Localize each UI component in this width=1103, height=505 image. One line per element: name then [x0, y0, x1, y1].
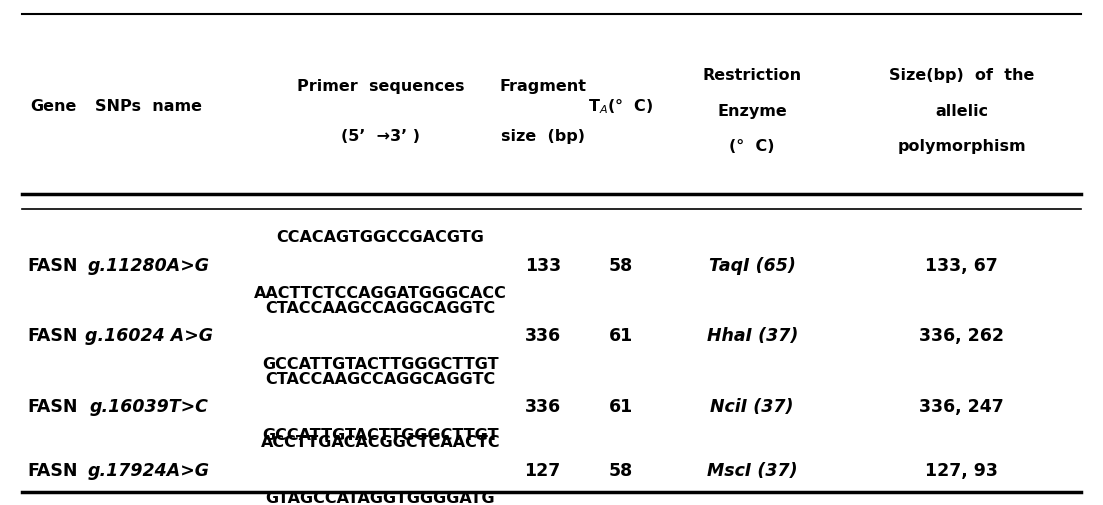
Text: g.16024 A>G: g.16024 A>G — [85, 327, 213, 345]
Text: SNPs  name: SNPs name — [95, 98, 203, 114]
Text: Size(bp)  of  the: Size(bp) of the — [889, 68, 1035, 83]
Text: Restriction: Restriction — [703, 68, 802, 83]
Text: 133: 133 — [525, 256, 560, 274]
Text: polymorphism: polymorphism — [898, 139, 1026, 154]
Text: FASN: FASN — [28, 327, 78, 345]
Text: (°  C): (° C) — [729, 139, 775, 154]
Text: GCCATTGTACTTGGGCTTGT: GCCATTGTACTTGGGCTTGT — [263, 356, 499, 371]
Text: HhaI (37): HhaI (37) — [707, 327, 797, 345]
Text: 58: 58 — [609, 461, 633, 479]
Text: FASN: FASN — [28, 256, 78, 274]
Text: Primer  sequences: Primer sequences — [297, 78, 464, 93]
Text: NciI (37): NciI (37) — [710, 397, 794, 416]
Text: 127: 127 — [525, 461, 560, 479]
Text: CCACAGTGGCCGACGTG: CCACAGTGGCCGACGTG — [277, 230, 484, 245]
Text: 336, 247: 336, 247 — [920, 397, 1004, 416]
Text: 336: 336 — [525, 327, 560, 345]
Text: allelic: allelic — [935, 104, 988, 119]
Text: 61: 61 — [609, 327, 633, 345]
Text: TaqI (65): TaqI (65) — [709, 256, 795, 274]
Text: Enzyme: Enzyme — [717, 104, 788, 119]
Text: 127, 93: 127, 93 — [925, 461, 998, 479]
Text: GTAGCCATAGGTGGGGATG: GTAGCCATAGGTGGGGATG — [266, 490, 495, 505]
Text: size  (bp): size (bp) — [501, 129, 585, 144]
Text: 58: 58 — [609, 256, 633, 274]
Text: (5’  →3’ ): (5’ →3’ ) — [341, 129, 420, 144]
Text: 133, 67: 133, 67 — [925, 256, 998, 274]
Text: g.16039T>C: g.16039T>C — [89, 397, 208, 416]
Text: 61: 61 — [609, 397, 633, 416]
Text: ACCTTGACACGGCTCAACTC: ACCTTGACACGGCTCAACTC — [260, 434, 501, 449]
Text: MscI (37): MscI (37) — [707, 461, 797, 479]
Text: T$_A$(°  C): T$_A$(° C) — [588, 97, 654, 115]
Text: Gene: Gene — [30, 98, 76, 114]
Text: FASN: FASN — [28, 397, 78, 416]
Text: 336: 336 — [525, 397, 560, 416]
Text: FASN: FASN — [28, 461, 78, 479]
Text: g.11280A>G: g.11280A>G — [88, 256, 210, 274]
Text: 336, 262: 336, 262 — [919, 327, 1005, 345]
Text: g.17924A>G: g.17924A>G — [88, 461, 210, 479]
Text: AACTTCTCCAGGATGGGCACC: AACTTCTCCAGGATGGGCACC — [254, 285, 507, 300]
Text: Fragment: Fragment — [500, 78, 586, 93]
Text: CTACCAAGCCAGGCAGGTC: CTACCAAGCCAGGCAGGTC — [266, 300, 495, 316]
Text: CTACCAAGCCAGGCAGGTC: CTACCAAGCCAGGCAGGTC — [266, 371, 495, 386]
Text: GCCATTGTACTTGGGCTTGT: GCCATTGTACTTGGGCTTGT — [263, 427, 499, 442]
